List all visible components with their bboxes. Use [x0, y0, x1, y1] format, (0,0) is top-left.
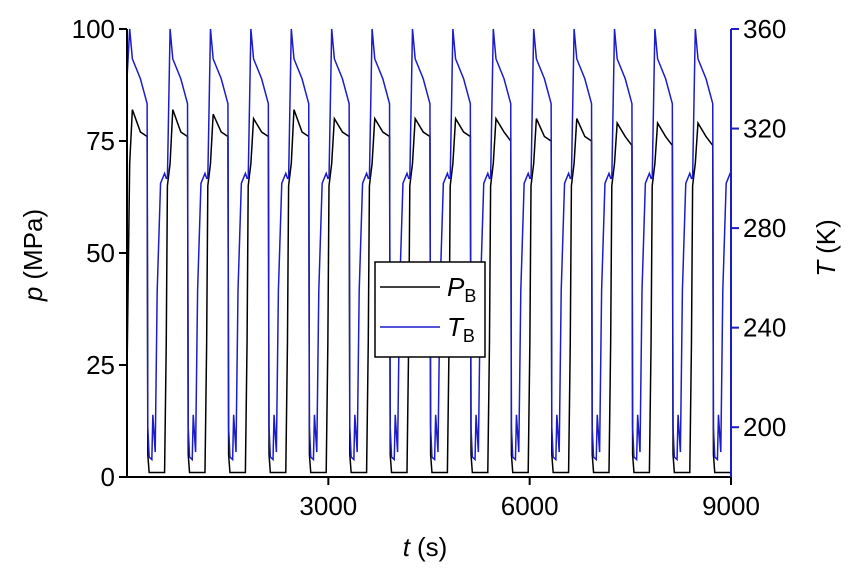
x-axis-label: t (s) — [403, 532, 448, 562]
y-tick-label: 50 — [86, 238, 115, 268]
legend-box — [374, 261, 486, 358]
x-tick-label: 9000 — [702, 491, 760, 521]
y2-tick-label: 200 — [743, 412, 786, 442]
legend-label: PB — [447, 272, 476, 306]
y2-label-symbol: T — [811, 259, 841, 277]
y2-axis-label: T (K) — [811, 219, 841, 277]
x-label-unit: (s) — [417, 532, 447, 562]
y2-tick-label: 360 — [743, 14, 786, 44]
series-line — [126, 109, 731, 474]
x-tick-label: 6000 — [501, 491, 559, 521]
y2-label-unit: (K) — [811, 219, 841, 254]
series-line — [126, 28, 732, 462]
y-tick-label: 0 — [101, 462, 115, 492]
y2-tick-label: 320 — [743, 114, 786, 144]
legend-label: TB — [447, 312, 475, 346]
x-tick-label: 3000 — [299, 491, 357, 521]
y-tick-label: 100 — [72, 14, 115, 44]
legend-name: P — [447, 272, 465, 302]
legend-name: T — [447, 312, 465, 342]
x-label-symbol: t — [403, 532, 412, 562]
y-axis-label: p (MPa) — [18, 209, 48, 302]
y-label-symbol: p — [18, 287, 48, 302]
y-label-unit: (MPa) — [18, 209, 48, 280]
y2-tick-label: 240 — [743, 313, 786, 343]
y-tick-label: 75 — [86, 126, 115, 156]
legend-subscript: B — [463, 326, 475, 346]
y2-tick-label: 280 — [743, 213, 786, 243]
y-tick-label: 25 — [86, 350, 115, 380]
legend-subscript: B — [464, 286, 476, 306]
